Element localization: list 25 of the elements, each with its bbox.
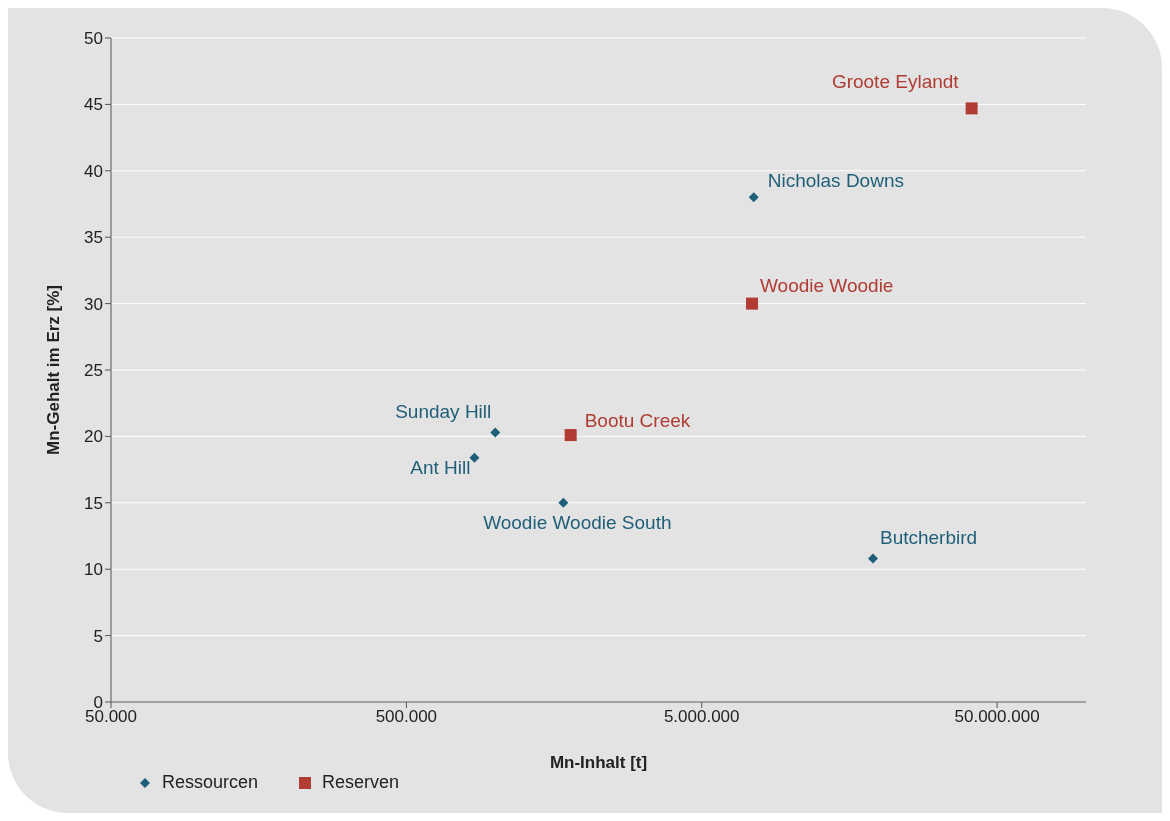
annotation: Bootu Creek bbox=[584, 410, 691, 432]
y-tick-label: 35 bbox=[84, 228, 103, 248]
x-tick-label: 5.000.000 bbox=[663, 707, 740, 727]
y-tick-label: 50 bbox=[84, 29, 103, 49]
y-axis-title: Mn-Gehalt im Erz [%] bbox=[44, 284, 64, 456]
annotation: Ant Hill bbox=[410, 456, 471, 478]
x-tick-label: 50.000.000 bbox=[954, 707, 1040, 727]
x-axis-title: Mn-Inhalt [t] bbox=[549, 753, 648, 772]
y-tick-label: 5 bbox=[93, 626, 103, 646]
y-tick-label: 25 bbox=[84, 361, 103, 381]
annotation: Groote Eylandt bbox=[831, 71, 960, 93]
x-tick-label: 500.000 bbox=[375, 707, 438, 727]
annotation: Woodie Woodie bbox=[760, 274, 894, 296]
legend-label: Ressourcen bbox=[161, 772, 259, 793]
legend-label: Reserven bbox=[321, 772, 400, 793]
y-tick-label: 20 bbox=[84, 427, 103, 447]
annotation: Woodie Woodie South bbox=[483, 511, 672, 533]
y-tick-label: 40 bbox=[84, 161, 103, 181]
annotation: Sunday Hill bbox=[395, 401, 492, 423]
y-tick-label: 15 bbox=[84, 493, 103, 513]
annotation: Nicholas Downs bbox=[767, 170, 904, 192]
y-tick-label: 30 bbox=[84, 294, 103, 314]
y-tick-label: 10 bbox=[84, 560, 103, 580]
annotation: Butcherbird bbox=[879, 526, 978, 548]
y-tick-label: 45 bbox=[84, 95, 103, 115]
